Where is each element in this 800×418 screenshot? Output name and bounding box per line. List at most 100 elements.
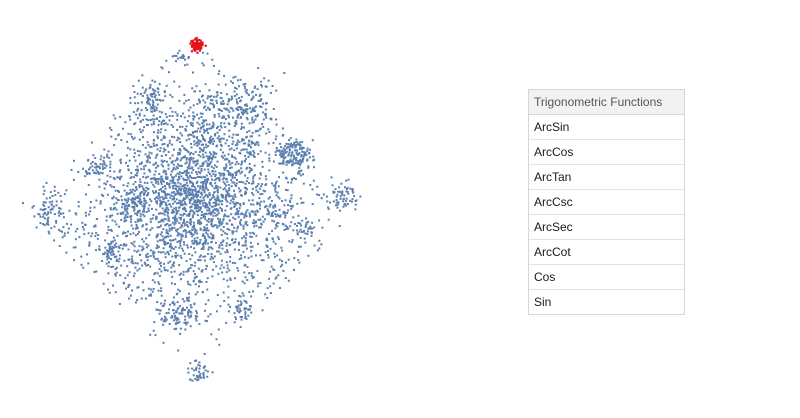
- scatter-point: [160, 181, 162, 183]
- scatter-point: [165, 154, 167, 156]
- scatter-point: [183, 156, 186, 158]
- scatter-point: [174, 283, 176, 286]
- scatter-point: [146, 175, 149, 178]
- scatter-point: [352, 191, 355, 194]
- scatter-point: [82, 228, 85, 231]
- scatter-point: [213, 105, 216, 108]
- scatter-point: [164, 208, 167, 211]
- scatter-point: [160, 200, 163, 203]
- list-item-cos[interactable]: Cos: [529, 265, 684, 290]
- list-item-arccsc[interactable]: ArcCsc: [529, 190, 684, 215]
- highlighted-point: [193, 42, 196, 46]
- scatter-point: [160, 182, 163, 185]
- scatter-point: [178, 171, 181, 174]
- scatter-point: [220, 103, 223, 105]
- scatter-point: [96, 237, 99, 240]
- scatter-point: [237, 113, 240, 116]
- scatter-point: [161, 239, 164, 242]
- list-item-sin[interactable]: Sin: [534, 295, 552, 309]
- scatter-point: [204, 369, 207, 372]
- scatter-point: [157, 221, 160, 224]
- scatter-point: [261, 183, 264, 186]
- scatter-point: [239, 326, 242, 329]
- scatter-point: [140, 101, 143, 104]
- scatter-point: [238, 169, 241, 172]
- scatter-point: [140, 131, 143, 134]
- scatter-point: [198, 209, 201, 211]
- scatter-point: [204, 242, 207, 245]
- scatter-point: [189, 188, 192, 191]
- scatter-point: [160, 163, 163, 166]
- scatter-point: [137, 168, 139, 171]
- scatter-point: [162, 228, 165, 231]
- scatter-point: [235, 306, 238, 309]
- scatter-point: [351, 200, 353, 203]
- scatter-point: [301, 146, 304, 149]
- scatter-point: [204, 303, 207, 306]
- scatter-point: [208, 246, 211, 249]
- scatter-point: [219, 143, 222, 146]
- highlighted-cluster[interactable]: [189, 36, 207, 54]
- scatter-point: [190, 171, 193, 174]
- scatter-point: [146, 159, 149, 162]
- scatter-point: [250, 169, 253, 172]
- scatter-point: [113, 144, 116, 147]
- scatter-point: [225, 205, 228, 207]
- scatter-point: [190, 157, 193, 160]
- scatter-point: [238, 140, 241, 143]
- scatter-point: [186, 280, 189, 283]
- list-item-arccos[interactable]: ArcCos: [529, 140, 684, 165]
- list-item-arccot[interactable]: ArcCot: [529, 240, 684, 265]
- scatter-point: [176, 158, 179, 161]
- scatter-point: [184, 208, 187, 211]
- scatter-point: [187, 299, 190, 301]
- scatter-point: [269, 285, 272, 288]
- scatter-point: [206, 179, 209, 182]
- list-item-arctan[interactable]: ArcTan: [529, 165, 684, 190]
- scatter-point: [228, 129, 231, 132]
- scatter-point: [240, 163, 243, 166]
- scatter-point: [153, 105, 156, 108]
- scatter-point: [239, 108, 242, 111]
- embedding-scatter-plot[interactable]: [0, 0, 400, 418]
- scatter-point: [89, 201, 92, 204]
- scatter-point: [152, 104, 154, 106]
- scatter-point: [242, 202, 245, 205]
- scatter-point: [182, 55, 185, 58]
- scatter-point: [123, 259, 126, 262]
- list-item-arcsin[interactable]: ArcSin: [529, 115, 684, 140]
- scatter-point: [260, 222, 263, 225]
- scatter-point: [296, 149, 298, 152]
- scatter-point: [124, 209, 127, 212]
- scatter-point: [110, 129, 113, 131]
- scatter-point: [254, 213, 257, 216]
- scatter-point: [202, 255, 205, 258]
- scatter-point: [202, 99, 205, 102]
- scatter-point: [179, 202, 182, 205]
- scatter-point: [234, 75, 237, 78]
- scatter-point: [164, 256, 167, 259]
- scatter-point: [209, 138, 212, 141]
- scatter-point: [346, 203, 349, 205]
- scatter-point: [184, 234, 187, 237]
- list-item-arcsec[interactable]: ArcSec: [529, 215, 684, 240]
- scatter-point: [200, 134, 203, 137]
- scatter-point: [109, 251, 112, 254]
- scatter-point: [313, 166, 315, 169]
- scatter-point: [353, 195, 356, 198]
- scatter-point: [127, 198, 130, 201]
- scatter-point: [176, 114, 179, 117]
- scatter-point: [308, 148, 311, 151]
- scatter-point: [278, 197, 281, 200]
- scatter-point: [103, 148, 106, 151]
- scatter-point: [240, 161, 243, 164]
- scatter-point: [203, 201, 206, 204]
- scatter-point: [101, 163, 104, 166]
- scatter-point: [199, 227, 202, 230]
- scatter-point: [223, 122, 226, 125]
- scatter-point: [245, 211, 248, 213]
- scatter-point: [255, 220, 257, 223]
- scatter-point: [169, 303, 171, 306]
- scatter-point: [150, 207, 153, 210]
- scatter-point: [184, 222, 187, 225]
